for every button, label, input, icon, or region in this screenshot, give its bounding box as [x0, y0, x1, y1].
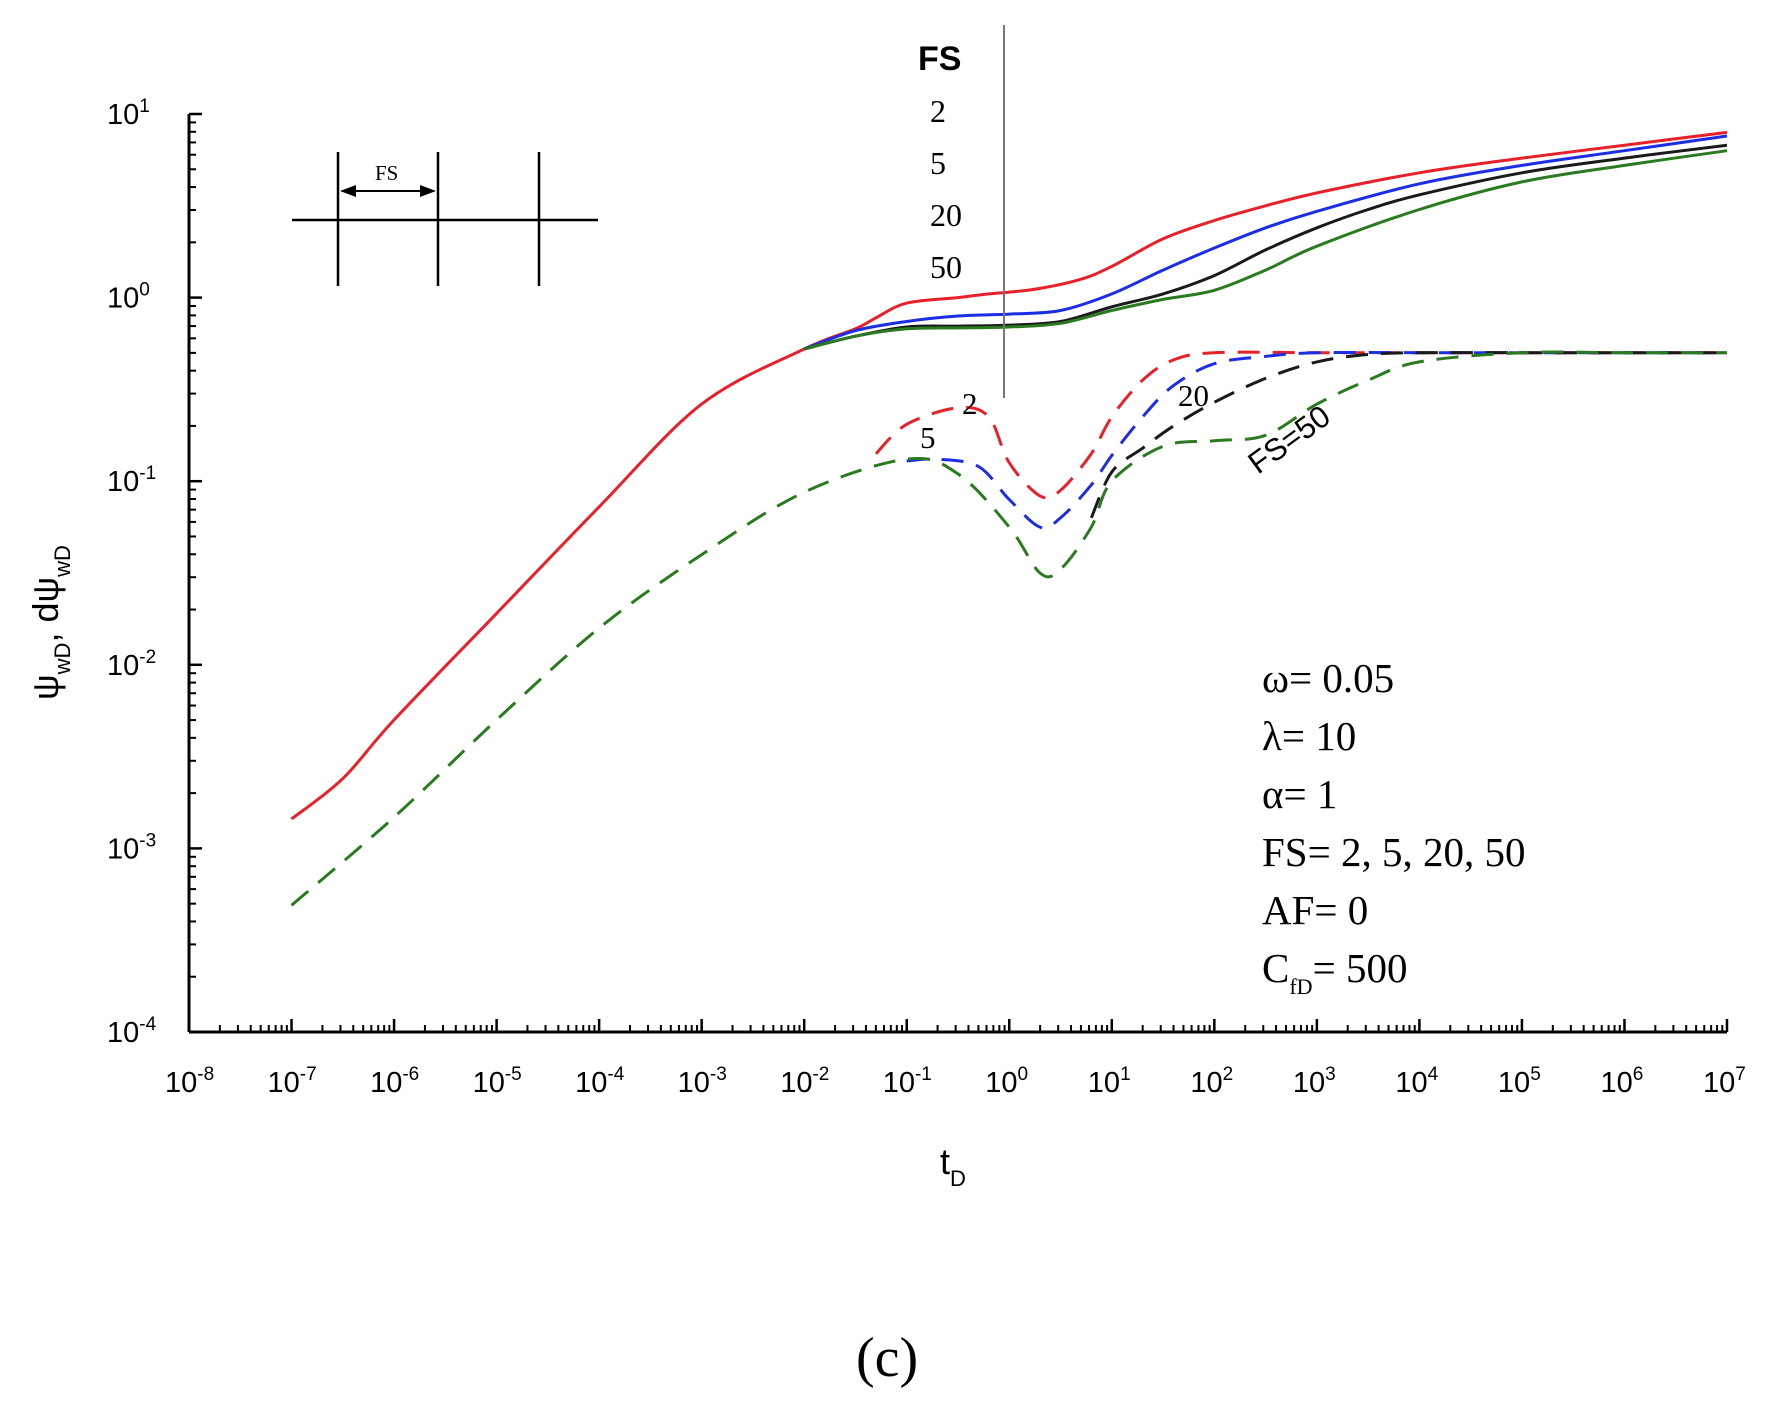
- x-axis-title: tD: [940, 1141, 966, 1191]
- y-tick-label: 10-2: [107, 647, 156, 682]
- series-line-pressure-1: [803, 134, 1728, 351]
- param-cfd: CfD= 500: [1262, 945, 1407, 999]
- param-fs: FS= 2, 5, 20, 50: [1262, 829, 1525, 875]
- series-line-derivative-6: [1089, 351, 1727, 519]
- x-tick-label: 105: [1498, 1064, 1541, 1099]
- x-tick-label: 103: [1293, 1064, 1336, 1099]
- x-tick-label: 10-3: [678, 1064, 727, 1099]
- y-tick-label: 10-3: [107, 830, 156, 865]
- legend-item-5: 5: [930, 145, 946, 181]
- param-omega: ω= 0.05: [1262, 655, 1394, 701]
- x-tick-label: 10-2: [780, 1064, 829, 1099]
- x-tick-label: 104: [1395, 1064, 1438, 1099]
- x-tick-label: 10-6: [370, 1064, 419, 1099]
- legend-item-20: 20: [930, 197, 962, 233]
- series-line-derivative-7: [290, 350, 1727, 907]
- x-tick-label: 10-7: [268, 1064, 317, 1099]
- series-layer: [290, 130, 1728, 907]
- y-axis-title: ψwD, dψwD: [25, 545, 75, 700]
- x-tick-label: 101: [1088, 1064, 1131, 1099]
- x-tick-label: 10-1: [883, 1064, 932, 1099]
- x-tick-label: 10-4: [575, 1064, 625, 1099]
- tick-labels-layer: 10-8 10-7 10-6 10-5 10-4 10-3 10-2 10-1 100 101 10…: [107, 96, 1746, 1099]
- x-tick-label: 10-8: [165, 1064, 214, 1099]
- series-line-pressure-3: [803, 149, 1728, 351]
- fracture-spacing-diagram: [292, 152, 598, 286]
- y-tick-label: 10-4: [107, 1014, 157, 1049]
- param-alpha: α= 1: [1262, 771, 1337, 817]
- legend-title: FS: [918, 40, 961, 78]
- x-tick-label: 107: [1703, 1064, 1746, 1099]
- curve-label-fs2: 2: [962, 386, 978, 421]
- panel-label: (c): [856, 1327, 918, 1389]
- series-line-derivative-5: [906, 350, 1727, 530]
- param-af: AF= 0: [1262, 887, 1368, 933]
- curve-label-fs20: 20: [1178, 378, 1209, 413]
- axes-layer: [187, 114, 1727, 1034]
- series-line-pressure-2: [803, 143, 1728, 351]
- ticks-layer: [187, 112, 1729, 1034]
- legend-item-50: 50: [930, 249, 962, 285]
- inset-arrow-left-icon: [340, 185, 356, 197]
- x-tick-label: 106: [1600, 1064, 1643, 1099]
- series-line-pressure-0: [290, 130, 1728, 821]
- param-lambda: λ= 10: [1262, 713, 1356, 759]
- x-tick-label: 10-5: [473, 1064, 522, 1099]
- x-tick-label: 102: [1190, 1064, 1233, 1099]
- legend-item-2: 2: [930, 93, 946, 129]
- y-tick-label: 101: [107, 96, 150, 131]
- x-tick-label: 100: [985, 1064, 1028, 1099]
- inset-arrow-right-icon: [420, 185, 436, 197]
- y-tick-label: 10-1: [107, 463, 156, 498]
- y-tick-label: 100: [107, 280, 150, 315]
- inset-label: FS: [375, 161, 398, 185]
- curve-label-fs5: 5: [920, 420, 936, 455]
